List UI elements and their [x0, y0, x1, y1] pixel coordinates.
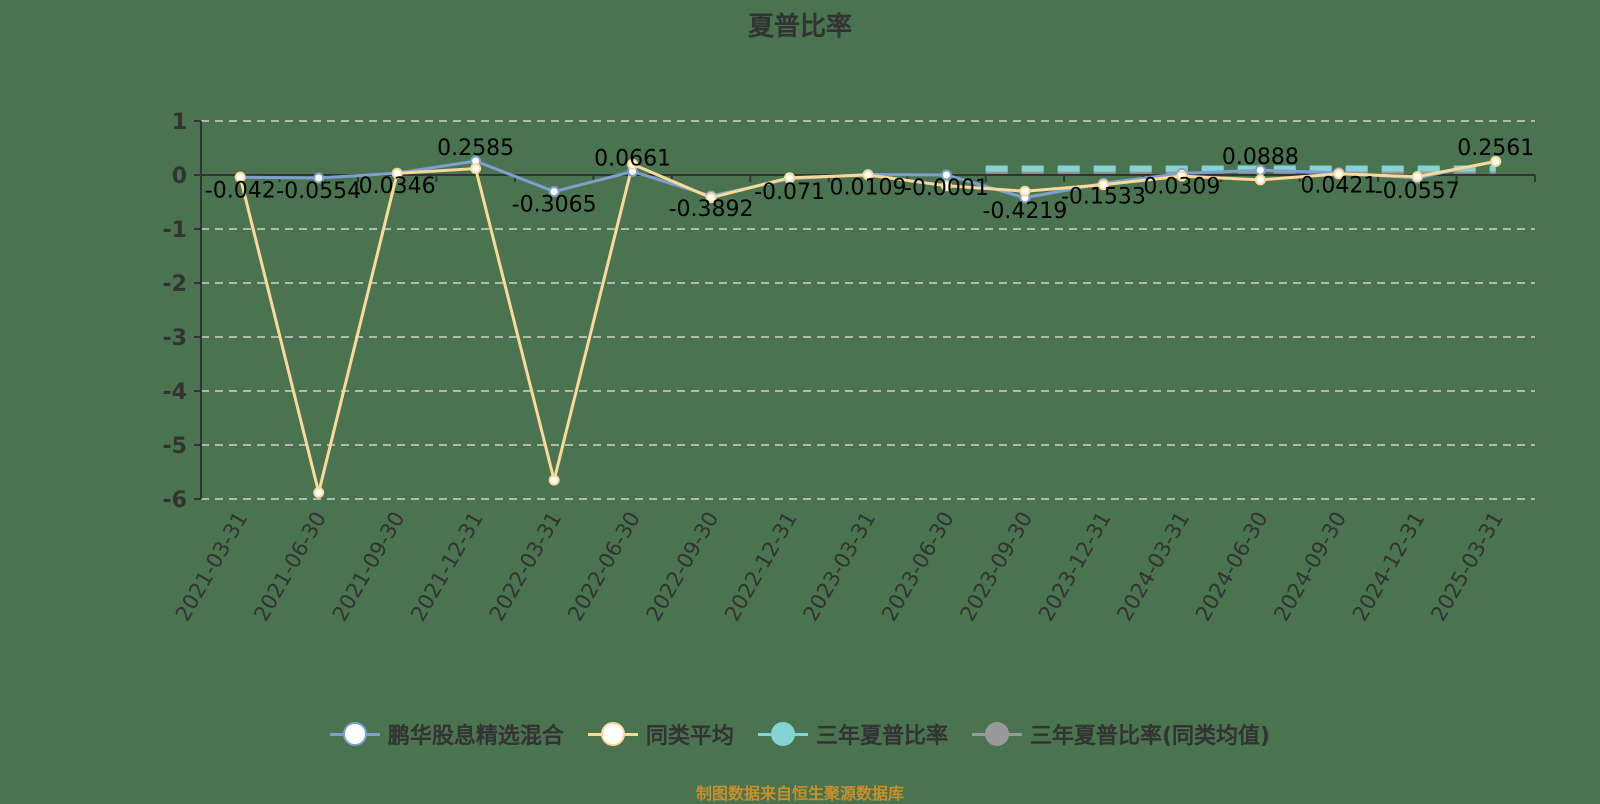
x-tick-label: 2022-12-31	[720, 508, 802, 626]
x-tick-label: 2024-09-30	[1269, 508, 1351, 626]
x-tick-label: 2023-12-31	[1034, 508, 1116, 626]
legend-marker-icon	[587, 722, 638, 746]
data-point[interactable]	[470, 163, 482, 175]
data-point[interactable]	[1490, 156, 1502, 167]
data-label: -0.4219	[982, 199, 1067, 224]
data-point[interactable]	[548, 474, 560, 486]
data-label: 0.2561	[1457, 136, 1534, 161]
data-point[interactable]	[1176, 170, 1188, 182]
x-tick-label: 2024-03-31	[1112, 508, 1194, 626]
y-tick-label: -5	[163, 434, 187, 459]
data-point[interactable]	[705, 192, 717, 204]
legend-item[interactable]: 三年夏普比率(同类均值)	[971, 718, 1271, 750]
data-point[interactable]	[313, 172, 325, 184]
legend-item[interactable]: 三年夏普比率	[757, 718, 948, 750]
data-label: -0.3065	[512, 193, 597, 218]
data-label: -0.042	[205, 178, 276, 203]
data-point[interactable]	[940, 180, 952, 192]
data-label: 0.0309	[1143, 174, 1220, 199]
data-point[interactable]	[1097, 179, 1109, 191]
data-point[interactable]	[1333, 168, 1345, 180]
data-point[interactable]	[313, 487, 325, 499]
legend-marker-icon	[971, 722, 1022, 746]
data-label: 0.0661	[594, 146, 671, 171]
legend-item[interactable]: 鹏华股息精选混合	[329, 718, 564, 750]
data-point[interactable]	[862, 169, 874, 181]
legend-marker-icon	[329, 722, 380, 746]
y-tick-label: -6	[163, 488, 187, 513]
y-tick-label: -3	[163, 326, 187, 351]
data-label: -0.1533	[1061, 184, 1146, 209]
chart-title: 夏普比率	[747, 12, 852, 42]
y-tick-label: -1	[163, 218, 187, 243]
data-label: 0.0888	[1222, 145, 1299, 170]
data-label: 0.2585	[437, 136, 514, 161]
data-label: -0.0001	[904, 176, 989, 201]
legend: 鹏华股息精选混合 同类平均 三年夏普比率 三年夏普比率(同类均值)	[0, 718, 1600, 750]
legend-label: 三年夏普比率	[815, 724, 948, 749]
x-tick-label: 2023-03-31	[799, 508, 881, 626]
legend-label: 鹏华股息精选混合	[387, 724, 564, 749]
data-point[interactable]	[1411, 171, 1423, 183]
x-tick-label: 2022-03-31	[485, 508, 567, 626]
data-point[interactable]	[784, 172, 796, 184]
peer-average-line	[238, 160, 1497, 493]
data-point[interactable]	[1019, 185, 1031, 197]
data-label: 0.0421	[1300, 174, 1377, 199]
data-point[interactable]	[391, 167, 403, 179]
x-tick-label: 2021-06-30	[249, 508, 331, 626]
data-label: 0.0346	[359, 174, 436, 199]
data-point[interactable]	[548, 186, 560, 198]
data-point[interactable]	[627, 158, 639, 170]
y-tick-label: -4	[163, 380, 187, 405]
y-tick-label: 1	[172, 110, 187, 135]
data-label: -0.0557	[1375, 179, 1460, 204]
legend-label: 三年夏普比率(同类均值)	[1029, 724, 1271, 749]
x-tick-label: 2024-06-30	[1191, 508, 1273, 626]
x-tick-label: 2023-09-30	[955, 508, 1037, 626]
data-label: -0.071	[754, 180, 825, 205]
legend-label: 同类平均	[645, 724, 734, 749]
x-tick-label: 2025-03-31	[1426, 508, 1508, 626]
y-tick-label: -2	[163, 272, 187, 297]
legend-item[interactable]: 同类平均	[587, 718, 734, 750]
data-source-note: 制图数据来自恒生聚源数据库	[695, 784, 904, 803]
sharpe-ratio-chart: 1 0 -1 -2 -3 -4 -5 -62021-03-312021-06-302021-0…	[163, 110, 1536, 626]
x-tick-label: 2022-09-30	[642, 508, 724, 626]
data-point[interactable]	[234, 171, 246, 183]
x-tick-label: 2022-06-30	[563, 508, 645, 626]
x-tick-label: 2021-12-31	[406, 508, 488, 626]
data-label: -0.3892	[669, 197, 754, 222]
y-tick-label: 0	[172, 164, 187, 189]
data-label: 0.0109	[830, 175, 907, 200]
x-tick-label: 2021-03-31	[171, 508, 253, 626]
x-tick-label: 2021-09-30	[328, 508, 410, 626]
legend-marker-icon	[757, 722, 808, 746]
x-tick-label: 2024-12-31	[1348, 508, 1430, 626]
data-label: -0.0554	[276, 179, 361, 204]
data-point[interactable]	[1254, 174, 1266, 186]
data-point[interactable]	[940, 169, 952, 181]
x-tick-label: 2023-06-30	[877, 508, 959, 626]
